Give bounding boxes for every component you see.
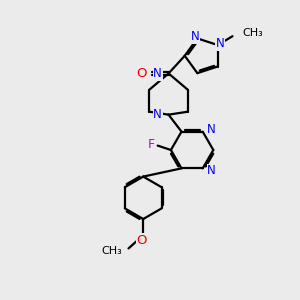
Text: N: N [153,67,162,80]
Text: CH₃: CH₃ [102,246,123,256]
Text: N: N [207,164,216,177]
Text: N: N [207,123,216,136]
Text: O: O [136,67,147,80]
Text: N: N [190,30,200,44]
Text: N: N [216,37,224,50]
Text: N: N [153,108,162,121]
Text: O: O [136,234,147,247]
Text: F: F [148,138,155,151]
Text: CH₃: CH₃ [243,28,263,38]
